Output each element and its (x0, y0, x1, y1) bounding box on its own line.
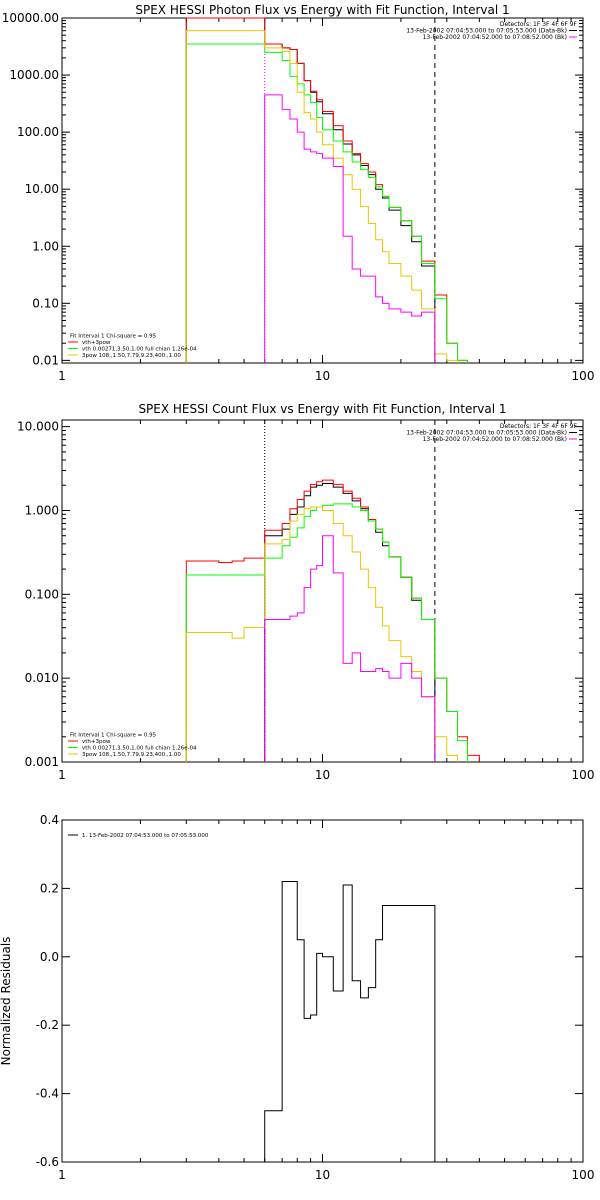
legend-text: vth+3pow (82, 739, 111, 745)
axes-frame (61, 419, 584, 763)
plot-residuals: 1 10 100 -0.6 -0.4 -0.2 0.0 0.2 0.4 Normalized Re… (0, 813, 594, 1182)
legend-text: vth+3pow (82, 340, 111, 346)
series-2-line (185, 503, 468, 762)
series-3-line (185, 30, 459, 363)
y-tick-label: 1.000 (25, 503, 59, 517)
y-axis-label: Normalized Residuals (0, 937, 13, 1066)
x-tick-label: 1 (58, 369, 66, 383)
chart-title: SPEX HESSI Count Flux vs Energy with Fit… (138, 402, 506, 416)
x-tick-label: 1 (58, 768, 66, 782)
x-tick-label: 10 (315, 1168, 330, 1182)
header-line: 13-Feb-2002 07:04:53.000 to 07:05:53.000… (406, 430, 567, 437)
chart-title: SPEX HESSI Photon Flux vs Energy with Fi… (135, 3, 509, 17)
y-tick-label: 100.00 (17, 125, 59, 139)
y-tick-label: 10.000 (17, 420, 59, 434)
y-tick-label: -0.4 (36, 1087, 59, 1101)
header-line: Detectors: 1F 3F 4F 6F 9F (500, 21, 578, 28)
header-line: 13-Feb-2002 07:04:52.000 to 07:08:52.000… (423, 436, 567, 443)
x-tick-label: 100 (572, 768, 595, 782)
plot-photon: SPEX HESSI Photon Flux vs Energy with Fi… (2, 3, 595, 383)
y-tick-label: 0.010 (25, 671, 59, 685)
series-3-line (185, 506, 459, 762)
legend-text: 3pow 108.,1.50,7.79,9.23,400.,1.00 (82, 353, 181, 359)
y-tick-label: 1.00 (32, 239, 59, 253)
y-tick-label: 0.0 (40, 950, 59, 964)
axes-frame (61, 17, 584, 364)
plot-count: SPEX HESSI Count Flux vs Energy with Fit… (17, 402, 594, 782)
x-tick-label: 10 (315, 369, 330, 383)
legend-text: Fit Interval 1 Chi-square = 0.95 (70, 334, 157, 340)
y-tick-label: 0.4 (40, 813, 59, 827)
y-tick-label: 0.01 (32, 353, 59, 367)
y-tick-label: -0.2 (36, 1018, 59, 1032)
axes-frame (61, 819, 584, 1163)
series-4-line (264, 535, 436, 762)
x-tick-label: 100 (572, 369, 595, 383)
legend-text: 3pow 108.,1.50,7.79,9.23,400.,1.00 (82, 752, 181, 758)
legend-text: 1. 13-Feb-2002 07:04:53.000 to 07:05:53.… (82, 833, 209, 839)
x-tick-label: 1 (58, 1168, 66, 1182)
y-tick-label: 0.10 (32, 296, 59, 310)
y-tick-label: 10000.00 (2, 11, 59, 25)
header-line: 13-Feb-2002 07:04:53.000 to 07:05:53.000… (406, 28, 567, 35)
legend-text: vth 0.00271,3.50,1.00 full chian 1.26e-0… (82, 347, 197, 353)
y-tick-label: 0.100 (25, 587, 59, 601)
series-0-line (185, 17, 436, 363)
header-line: Detectors: 1F 3F 4F 6F 9F (500, 423, 578, 430)
y-tick-label: 0.2 (40, 881, 59, 895)
y-tick-label: 10.00 (25, 182, 59, 196)
series-2-line (185, 43, 468, 363)
y-tick-label: 1000.00 (9, 68, 59, 82)
header-line: 13-Feb-2002 07:04:52.000 to 07:08:52.000… (423, 34, 567, 41)
x-tick-label: 10 (315, 768, 330, 782)
legend-text: vth 0.00271,3.50,1.00 full chian 1.26e-0… (82, 746, 197, 752)
series-4-line (264, 94, 436, 363)
legend-text: Fit Interval 1 Chi-square = 0.95 (70, 733, 157, 739)
x-tick-label: 100 (572, 1168, 595, 1182)
y-tick-label: -0.6 (36, 1155, 59, 1169)
series-0-line (264, 881, 436, 1162)
y-tick-label: 0.001 (25, 755, 59, 769)
series-1-line (185, 17, 468, 363)
